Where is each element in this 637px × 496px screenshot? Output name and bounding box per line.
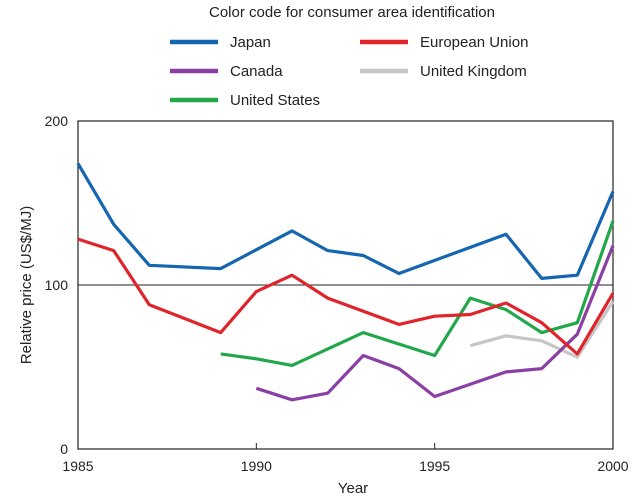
legend-label-canada: Canada	[230, 63, 283, 80]
x-axis-title: Year	[338, 480, 368, 496]
series-line-european-union	[77, 237, 615, 356]
x-tick-label: 1985	[62, 458, 93, 474]
y-tick-label: 200	[45, 113, 69, 129]
legend-label-united-states: United States	[230, 92, 320, 109]
series-group	[76, 162, 615, 402]
x-tick-label: 1995	[419, 458, 450, 474]
y-axis-ticks: 0 100 200	[45, 113, 84, 457]
legend: Japan European Union Canada United Kingdom U…	[170, 34, 528, 109]
y-tick-label: 100	[45, 277, 69, 293]
x-axis-ticks: 1985 1990 1995 2000	[62, 443, 629, 474]
series-line-japan	[76, 162, 615, 280]
legend-title: Color code for consumer area identificat…	[209, 4, 495, 21]
legend-label-united-kingdom: United Kingdom	[420, 63, 527, 80]
y-axis-title: Relative price (US$/MJ)	[18, 206, 35, 364]
x-tick-label: 2000	[597, 458, 628, 474]
legend-label-european-union: European Union	[420, 34, 528, 51]
series-line-united-kingdom	[469, 300, 615, 359]
y-tick-label: 0	[60, 441, 68, 457]
x-tick-label: 1990	[241, 458, 272, 474]
legend-label-japan: Japan	[230, 34, 271, 51]
series-line-united-states	[220, 220, 615, 367]
plot-area: 1985 1990 1995 2000 0 100 200	[45, 113, 629, 474]
series-line-canada	[255, 245, 615, 402]
